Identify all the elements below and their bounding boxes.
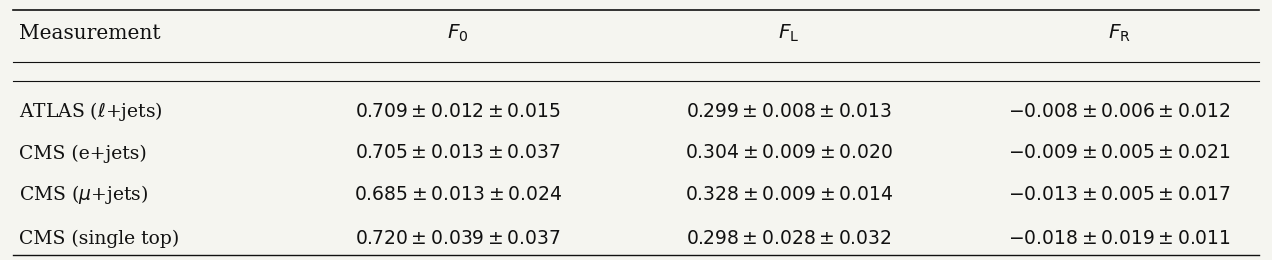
Text: $0.685 \pm 0.013 \pm 0.024$: $0.685 \pm 0.013 \pm 0.024$ (354, 186, 562, 204)
Text: CMS (single top): CMS (single top) (19, 230, 179, 248)
Text: $F_{\mathrm{R}}$: $F_{\mathrm{R}}$ (1108, 23, 1131, 44)
Text: $-0.018 \pm 0.019 \pm 0.011$: $-0.018 \pm 0.019 \pm 0.011$ (1007, 230, 1231, 248)
Text: $F_0$: $F_0$ (448, 23, 468, 44)
Text: $0.709 \pm 0.012 \pm 0.015$: $0.709 \pm 0.012 \pm 0.015$ (355, 103, 561, 121)
Text: $-0.008 \pm 0.006 \pm 0.012$: $-0.008 \pm 0.006 \pm 0.012$ (1007, 103, 1231, 121)
Text: Measurement: Measurement (19, 24, 160, 43)
Text: $0.328 \pm 0.009 \pm 0.014$: $0.328 \pm 0.009 \pm 0.014$ (684, 186, 893, 204)
Text: $F_{\mathrm{L}}$: $F_{\mathrm{L}}$ (778, 23, 799, 44)
Text: $0.298 \pm 0.028 \pm 0.032$: $0.298 \pm 0.028 \pm 0.032$ (686, 230, 892, 248)
Text: $0.705 \pm 0.013 \pm 0.037$: $0.705 \pm 0.013 \pm 0.037$ (355, 144, 561, 162)
Text: $0.304 \pm 0.009 \pm 0.020$: $0.304 \pm 0.009 \pm 0.020$ (684, 144, 893, 162)
Text: $-0.009 \pm 0.005 \pm 0.021$: $-0.009 \pm 0.005 \pm 0.021$ (1007, 144, 1231, 162)
Text: ATLAS ($\ell$+jets): ATLAS ($\ell$+jets) (19, 100, 163, 123)
Text: CMS ($\mu$+jets): CMS ($\mu$+jets) (19, 184, 149, 206)
Text: $-0.013 \pm 0.005 \pm 0.017$: $-0.013 \pm 0.005 \pm 0.017$ (1007, 186, 1231, 204)
Text: CMS (e+jets): CMS (e+jets) (19, 144, 146, 162)
Text: $0.720 \pm 0.039 \pm 0.037$: $0.720 \pm 0.039 \pm 0.037$ (355, 230, 561, 248)
Text: $0.299 \pm 0.008 \pm 0.013$: $0.299 \pm 0.008 \pm 0.013$ (686, 103, 892, 121)
